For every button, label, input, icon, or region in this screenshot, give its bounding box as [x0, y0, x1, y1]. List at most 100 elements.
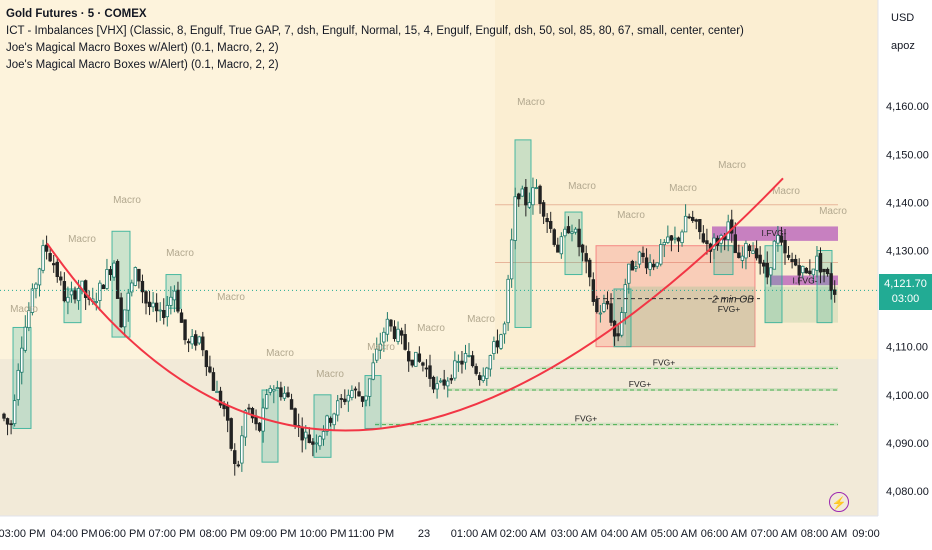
- candle: [485, 366, 489, 386]
- ifvg-label: I.FVG-: [761, 228, 786, 238]
- candle: [112, 260, 116, 281]
- candle: [659, 239, 663, 267]
- candle: [570, 224, 574, 242]
- candle: [655, 262, 659, 269]
- candle: [343, 389, 347, 405]
- x-tick-label: 03:00 PM: [0, 528, 46, 540]
- candle: [147, 290, 152, 316]
- candle: [431, 375, 436, 394]
- candle: [793, 254, 798, 267]
- candle: [165, 296, 169, 327]
- candle: [307, 427, 311, 444]
- candle: [350, 385, 354, 401]
- candle: [169, 286, 173, 315]
- candle: [382, 327, 386, 352]
- macro-label: Macro: [467, 314, 495, 325]
- x-tick-label: 07:00 PM: [148, 528, 195, 540]
- candle: [183, 319, 187, 345]
- candle: [762, 259, 766, 274]
- candle: [822, 268, 826, 283]
- alert-bolt-icon[interactable]: ⚡: [829, 492, 849, 512]
- macro-label: Macro: [316, 369, 344, 380]
- candle: [477, 372, 482, 386]
- indicator-macro-boxes-1[interactable]: Joe's Magical Macro Boxes w/Alert) (0.1,…: [6, 42, 279, 54]
- candle: [442, 369, 446, 390]
- candle: [666, 225, 670, 245]
- currency-selector[interactable]: USD: [891, 12, 915, 24]
- candle: [474, 363, 478, 376]
- user-label[interactable]: apoz: [891, 40, 915, 52]
- x-tick-label: 08:00 PM: [199, 528, 246, 540]
- candle: [108, 265, 113, 281]
- candle: [730, 209, 734, 243]
- candle: [282, 386, 287, 401]
- candle: [538, 184, 542, 214]
- candle: [453, 351, 457, 381]
- candle: [559, 232, 564, 259]
- macro-label: Macro: [68, 234, 96, 245]
- plot-background-lower: [0, 359, 878, 516]
- indicator-imbalances[interactable]: ICT - Imbalances [VHX] (Classic, 8, Engu…: [6, 25, 744, 37]
- candle: [662, 239, 666, 258]
- candle: [392, 320, 397, 342]
- candle: [747, 243, 752, 257]
- candle: [399, 327, 404, 345]
- ob-label: 2 min OB: [711, 295, 754, 306]
- candle: [332, 412, 336, 430]
- macro-label: Macro: [669, 183, 697, 194]
- candle: [403, 323, 407, 351]
- candle: [66, 286, 70, 315]
- x-tick-label: 09:00: [852, 528, 880, 540]
- candle: [218, 386, 223, 409]
- candle: [360, 396, 365, 408]
- candle: [353, 386, 358, 399]
- candle: [48, 247, 52, 263]
- candle: [815, 246, 819, 278]
- candle: [829, 262, 833, 300]
- candle: [446, 377, 450, 398]
- candle: [428, 354, 432, 387]
- candle: [346, 389, 351, 412]
- ifvg-label: I.FVG-: [792, 275, 817, 285]
- candle: [197, 335, 201, 346]
- symbol-title[interactable]: Gold Futures · 5 · COMEX: [6, 8, 147, 20]
- macro-label: Macro: [10, 304, 38, 315]
- candle: [94, 292, 98, 311]
- last-price-tag: 4,121.70 03:00: [879, 274, 932, 310]
- candle: [364, 395, 368, 407]
- ifvg-box-lower: [770, 275, 838, 286]
- candle: [790, 252, 794, 269]
- candle: [126, 288, 130, 322]
- candle: [52, 255, 56, 273]
- candle: [776, 225, 780, 252]
- candle: [12, 394, 17, 427]
- candle: [410, 359, 414, 368]
- candle: [605, 291, 610, 310]
- candle: [314, 434, 319, 453]
- macro-label: Macro: [568, 181, 596, 192]
- indicator-macro-boxes-2[interactable]: Joe's Magical Macro Boxes w/Alert) (0.1,…: [6, 59, 279, 71]
- candle: [119, 292, 123, 329]
- candle: [751, 242, 755, 254]
- candle: [786, 246, 791, 261]
- ifvg-box-upper: [712, 226, 838, 241]
- candle: [495, 329, 500, 354]
- candle: [179, 308, 184, 323]
- candle: [698, 219, 702, 240]
- candle: [20, 336, 24, 385]
- candle: [825, 267, 830, 277]
- candle: [123, 309, 127, 337]
- candle: [616, 323, 620, 342]
- y-tick-label: 4,090.00: [886, 438, 929, 450]
- macro-label: Macro: [217, 292, 245, 303]
- candle: [41, 239, 45, 274]
- candle: [694, 218, 698, 230]
- x-tick-label: 05:00 AM: [651, 528, 697, 540]
- candle: [133, 266, 138, 287]
- candle: [818, 247, 823, 284]
- candle: [779, 226, 784, 246]
- candle: [389, 318, 393, 332]
- candle: [137, 268, 141, 289]
